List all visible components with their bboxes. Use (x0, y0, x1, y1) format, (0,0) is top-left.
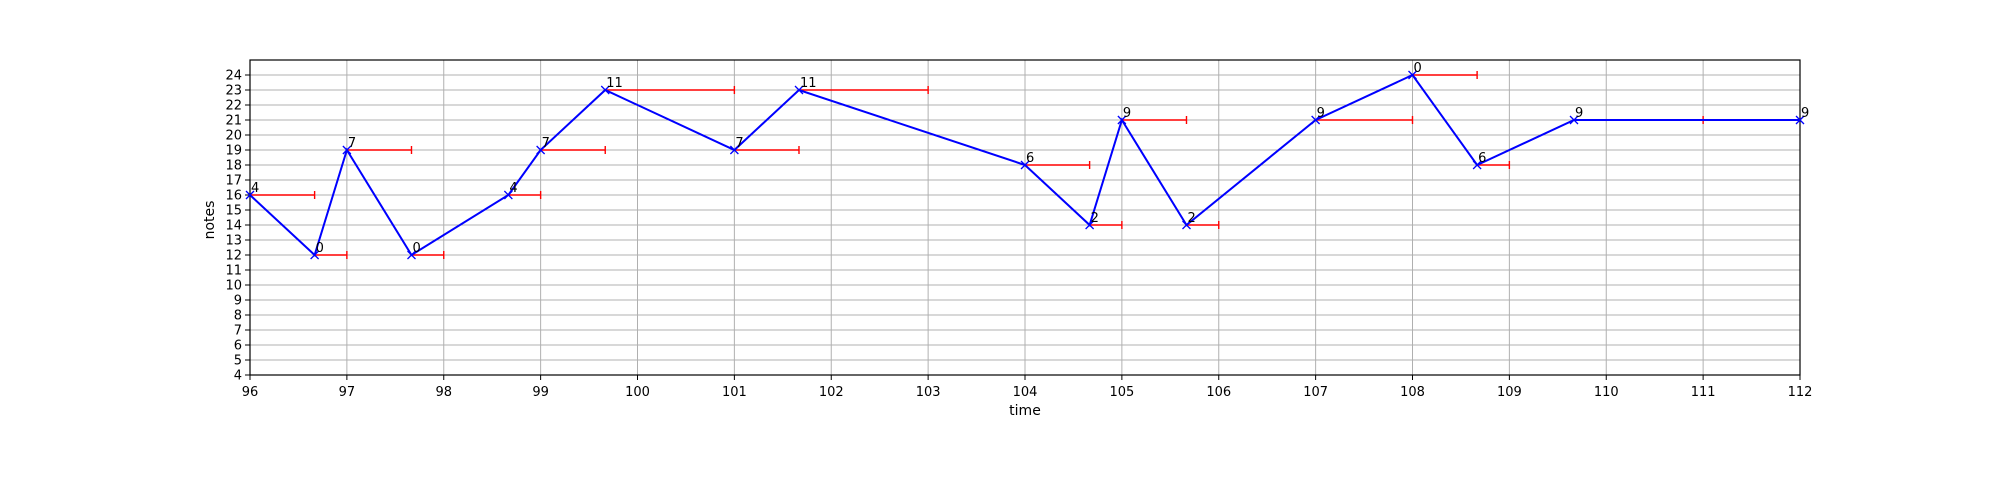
x-tick-label: 99 (532, 385, 549, 400)
y-tick-label: 16 (225, 189, 242, 204)
y-tick-label: 13 (225, 234, 242, 249)
x-tick-label: 97 (339, 385, 356, 400)
y-tick-label: 15 (225, 204, 242, 219)
y-tick-label: 6 (234, 339, 242, 354)
y-tick-label: 7 (234, 324, 242, 339)
grid-layer (250, 60, 1800, 375)
note-label: 0 (316, 241, 324, 256)
note-label: 2 (1091, 211, 1099, 226)
note-label: 0 (412, 241, 420, 256)
x-tick-label: 102 (819, 385, 844, 400)
x-tick-label: 111 (1691, 385, 1716, 400)
x-tick-label: 96 (242, 385, 259, 400)
x-tick-label: 98 (435, 385, 452, 400)
note-label: 7 (542, 136, 550, 151)
x-tick-label: 108 (1400, 385, 1425, 400)
note-label: 7 (348, 136, 356, 151)
note-label: 0 (1414, 61, 1422, 76)
y-tick-label: 12 (225, 249, 242, 264)
y-tick-label: 9 (234, 294, 242, 309)
note-label: 9 (1801, 106, 1809, 121)
note-label: 9 (1317, 106, 1325, 121)
y-tick-label: 24 (225, 69, 242, 84)
note-label: 9 (1123, 106, 1131, 121)
y-tick-label: 19 (225, 144, 242, 159)
x-tick-label: 101 (722, 385, 747, 400)
y-tick-label: 11 (225, 264, 242, 279)
y-tick-label: 21 (225, 114, 242, 129)
x-tick-label: 105 (1109, 385, 1134, 400)
y-tick-label: 22 (225, 99, 242, 114)
y-tick-label: 18 (225, 159, 242, 174)
note-label: 2 (1187, 211, 1195, 226)
y-tick-label: 20 (225, 129, 242, 144)
note-label: 11 (800, 76, 817, 91)
note-label: 11 (606, 76, 623, 91)
note-label: 7 (735, 136, 743, 151)
y-tick-label: 14 (225, 219, 242, 234)
x-tick-label: 107 (1303, 385, 1328, 400)
x-tick-label: 109 (1497, 385, 1522, 400)
x-tick-label: 104 (1013, 385, 1038, 400)
y-tick-label: 5 (234, 354, 242, 369)
note-label: 6 (1026, 151, 1034, 166)
y-tick-label: 17 (225, 174, 242, 189)
x-tick-label: 112 (1788, 385, 1813, 400)
y-axis-label: notes (202, 201, 218, 240)
x-tick-label: 106 (1206, 385, 1231, 400)
x-tick-label: 110 (1594, 385, 1619, 400)
y-tick-label: 4 (234, 369, 242, 384)
x-axis: 96 97 98 99 100 101 102 103 104 105 106 107 108 109 11… (242, 375, 1813, 400)
y-tick-label: 8 (234, 309, 242, 324)
x-tick-label: 100 (625, 385, 650, 400)
note-label: 9 (1575, 106, 1583, 121)
note-label: 6 (1478, 151, 1486, 166)
y-tick-label: 10 (225, 279, 242, 294)
y-tick-label: 23 (225, 84, 242, 99)
x-axis-label: time (1009, 403, 1041, 419)
note-label: 4 (509, 181, 517, 196)
note-label: 4 (251, 181, 259, 196)
x-tick-label: 103 (916, 385, 941, 400)
